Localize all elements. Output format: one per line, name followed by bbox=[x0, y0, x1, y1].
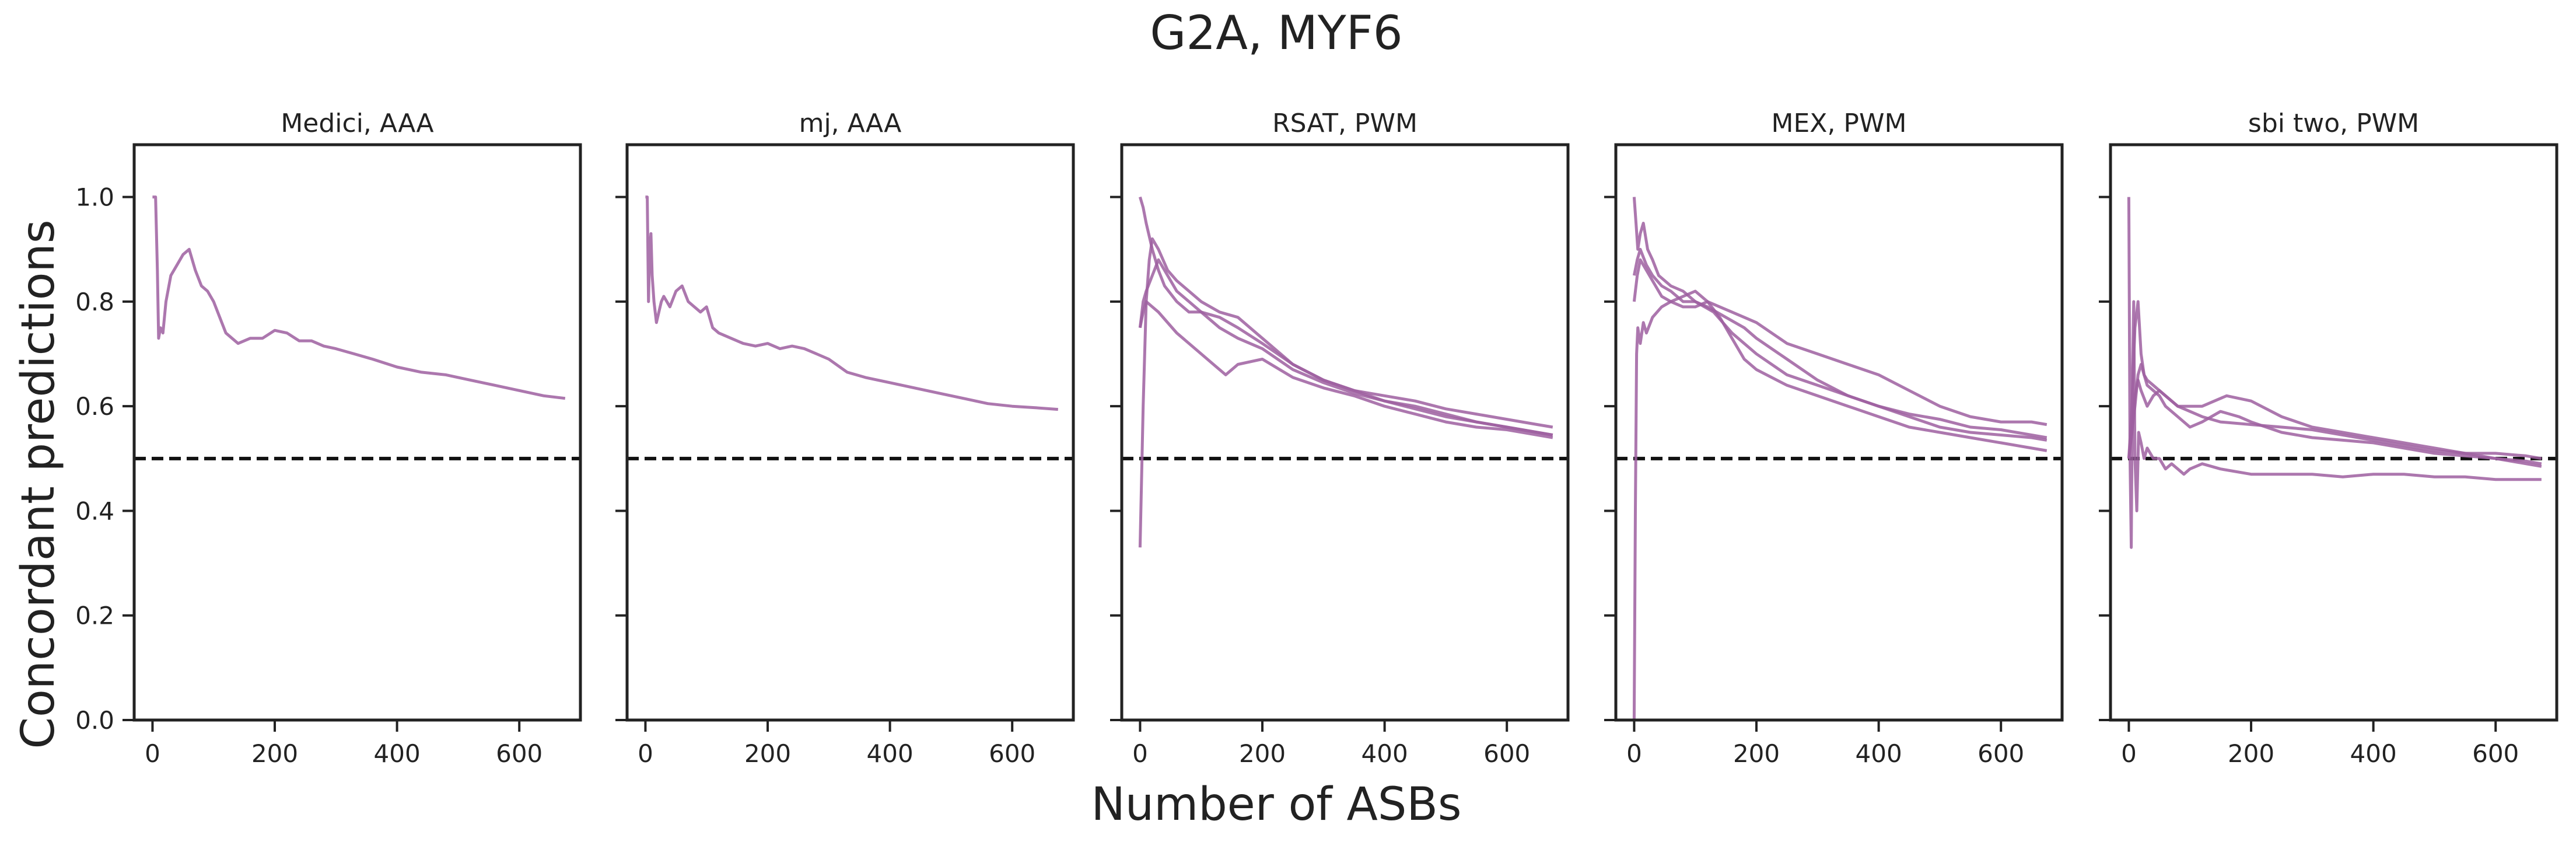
x-tick-label: 0 bbox=[638, 739, 653, 768]
x-tick-label: 200 bbox=[744, 739, 791, 768]
y-tick-label: 1.0 bbox=[75, 183, 114, 212]
figure-title: G2A, MYF6 bbox=[1150, 6, 1402, 60]
y-tick-label: 0.0 bbox=[75, 706, 114, 735]
panel-5: sbi two, PWM 0 200 400 600 bbox=[2099, 109, 2558, 768]
panel-frame bbox=[2109, 143, 2558, 722]
series-line-1 bbox=[2127, 197, 2542, 549]
series-line-3 bbox=[1138, 258, 1553, 436]
panel-frame bbox=[1120, 143, 1570, 722]
x-tick-label: 0 bbox=[2121, 739, 2137, 768]
series-line-4 bbox=[1138, 300, 1553, 439]
series-line-4 bbox=[1632, 258, 2048, 427]
x-axis-label: Number of ASBs bbox=[1091, 778, 1461, 831]
series-line-1 bbox=[645, 195, 1058, 411]
panel-title: sbi two, PWM bbox=[2248, 109, 2419, 138]
y-tick-label: 0.6 bbox=[75, 392, 114, 421]
series-line-3 bbox=[1632, 247, 2048, 439]
x-tick-label: 400 bbox=[2350, 739, 2397, 768]
series-line-1 bbox=[1632, 197, 2048, 442]
panel-frame bbox=[625, 143, 1075, 722]
x-tick-label: 200 bbox=[251, 739, 298, 768]
y-tick-label: 0.8 bbox=[75, 288, 114, 316]
panel-2: mj, AAA 0 200 400 600 bbox=[615, 109, 1075, 768]
x-tick-label: 600 bbox=[496, 739, 542, 768]
x-tick-label: 0 bbox=[145, 739, 160, 768]
x-tick-label: 600 bbox=[1483, 739, 1530, 768]
y-axis-label: Concordant predictions bbox=[12, 219, 65, 749]
x-tick-label: 200 bbox=[1733, 739, 1780, 768]
x-tick-label: 0 bbox=[1132, 739, 1148, 768]
x-tick-label: 600 bbox=[1978, 739, 2024, 768]
series-line-1 bbox=[152, 195, 566, 400]
x-tick-label: 400 bbox=[374, 739, 421, 768]
panel-1: Medici, AAA 0.0 0.2 0.4 0.6 0.8 1.0 0 200 400 600 bbox=[75, 109, 582, 768]
x-tick-label: 200 bbox=[2228, 739, 2274, 768]
panel-frame bbox=[1614, 143, 2064, 722]
x-tick-label: 0 bbox=[1626, 739, 1642, 768]
y-tick-label: 0.4 bbox=[75, 497, 114, 525]
series-line-3 bbox=[2127, 378, 2542, 460]
series-line-2 bbox=[2127, 300, 2542, 466]
panel-frame bbox=[132, 143, 582, 722]
x-tick-label: 600 bbox=[989, 739, 1035, 768]
panel-title: mj, AAA bbox=[799, 109, 902, 138]
panel-title: Medici, AAA bbox=[281, 109, 433, 138]
x-tick-label: 400 bbox=[867, 739, 914, 768]
x-tick-label: 200 bbox=[1239, 739, 1286, 768]
x-tick-label: 400 bbox=[1362, 739, 1408, 768]
panel-3: RSAT, PWM 0 200 400 600 bbox=[1110, 109, 1570, 768]
panel-title: RSAT, PWM bbox=[1272, 109, 1418, 138]
y-tick-label: 0.2 bbox=[75, 602, 114, 630]
series-line-4 bbox=[2127, 363, 2542, 468]
x-tick-label: 400 bbox=[1856, 739, 1902, 768]
panel-4: MEX, PWM 0 200 400 600 bbox=[1604, 109, 2064, 768]
panel-title: MEX, PWM bbox=[1772, 109, 1907, 138]
x-tick-label: 600 bbox=[2472, 739, 2519, 768]
series-line-2 bbox=[1138, 237, 1553, 548]
